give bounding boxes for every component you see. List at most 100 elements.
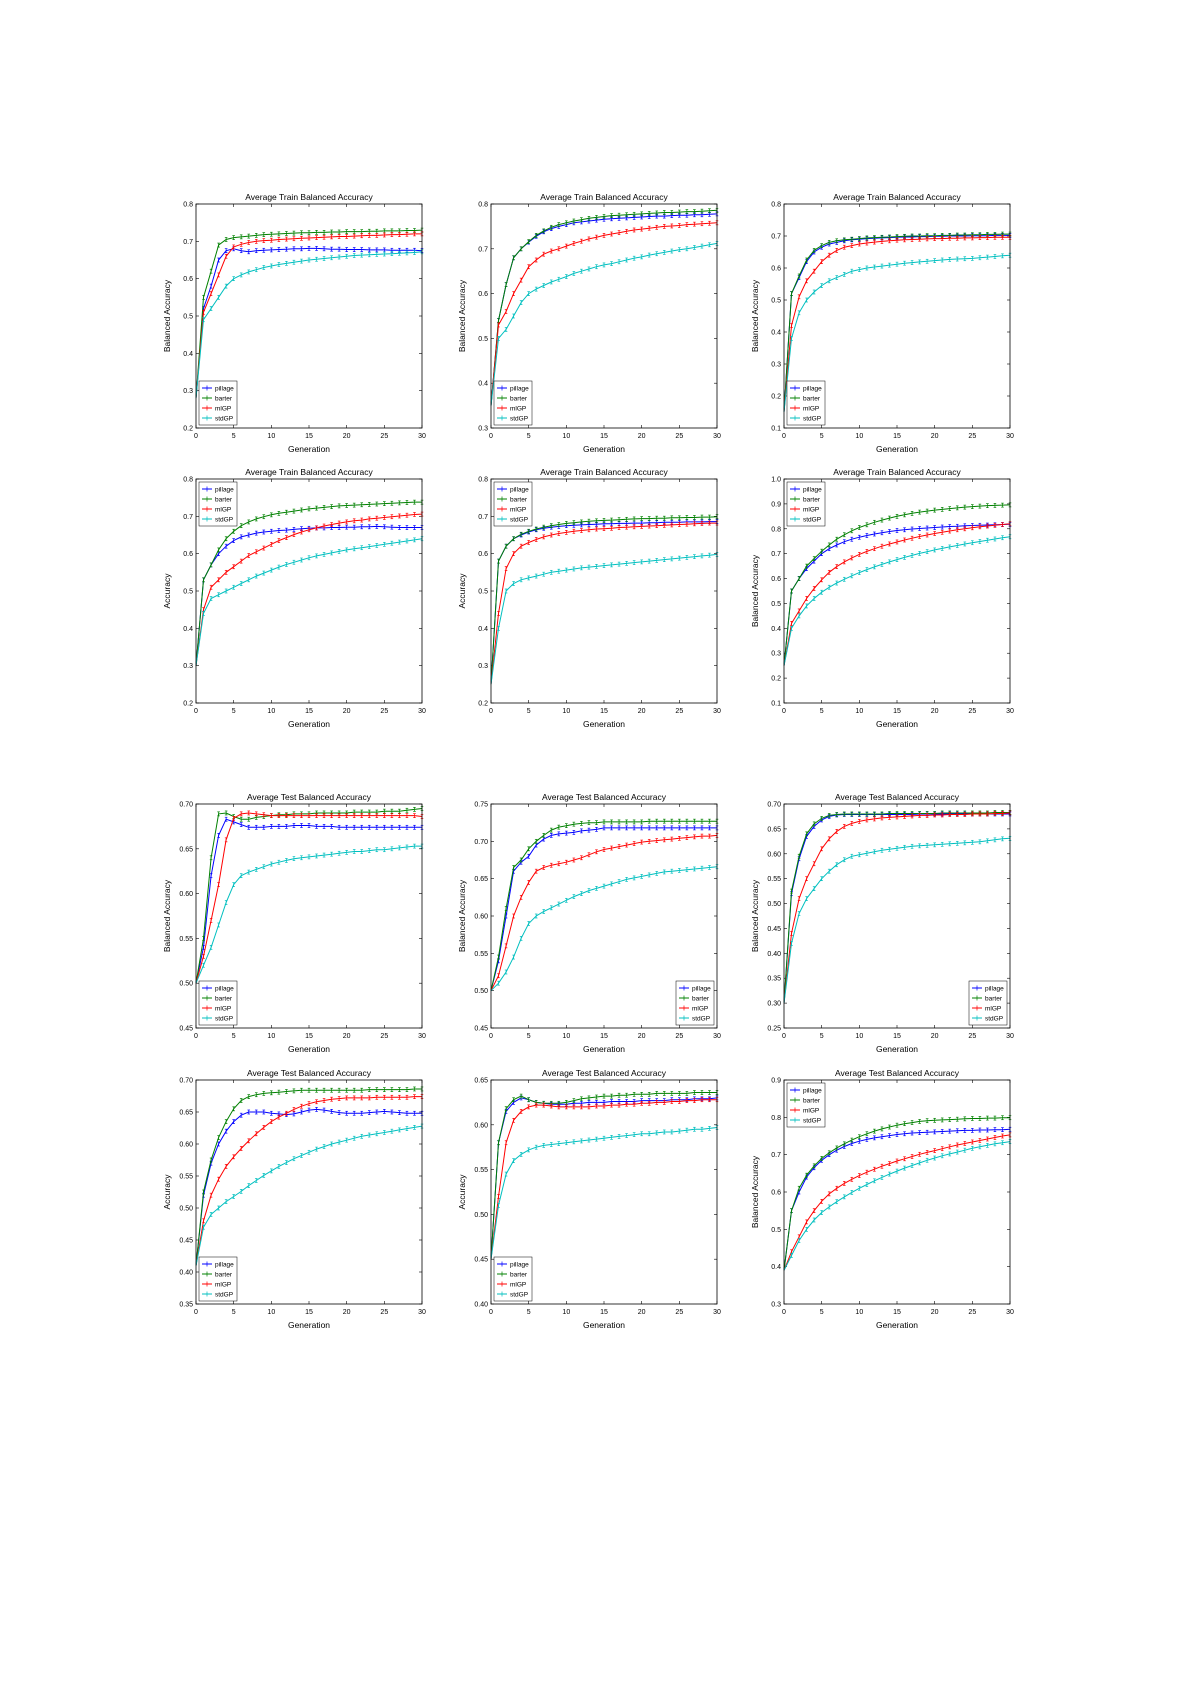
chart-title: Average Test Balanced Accuracy (835, 1068, 960, 1078)
x-tick-label: 0 (194, 708, 198, 715)
y-tick-label: 0.45 (474, 1026, 488, 1033)
y-tick-label: 0.65 (767, 826, 781, 833)
x-axis-label: Generation (876, 1044, 918, 1054)
legend-label: stdGP (510, 516, 528, 523)
legend-label: mlGP (510, 506, 526, 513)
y-tick-label: 0.50 (179, 981, 193, 988)
y-tick-label: 0.70 (767, 802, 781, 809)
y-axis-label: Accuracy (162, 573, 172, 609)
series-line-pillage (783, 1128, 1011, 1271)
legend-label: mlGP (215, 1005, 231, 1012)
y-tick-label: 0.6 (478, 291, 488, 298)
plot-frame (783, 803, 1011, 1029)
series-line-mlGP (195, 812, 423, 984)
y-tick-label: 0.55 (767, 876, 781, 883)
y-tick-label: 0.4 (478, 626, 488, 633)
y-tick-label: 0.5 (478, 589, 488, 596)
x-tick-label: 10 (562, 1309, 570, 1316)
x-tick-label: 25 (675, 1033, 683, 1040)
y-tick-label: 0.60 (474, 914, 488, 921)
x-tick-label: 15 (600, 708, 608, 715)
y-tick-label: 0.40 (474, 1302, 488, 1309)
x-tick-label: 15 (600, 433, 608, 440)
x-tick-label: 25 (968, 1309, 976, 1316)
x-tick-label: 30 (713, 433, 721, 440)
series-line-barter (490, 516, 718, 685)
line-chart: Average Train Balanced Accuracy Generatio… (750, 192, 1014, 454)
line-chart: Average Train Balanced Accuracy Generatio… (457, 467, 721, 729)
series-line-pillage (195, 1108, 422, 1266)
x-tick-label: 25 (968, 708, 976, 715)
y-tick-label: 0.35 (179, 1302, 193, 1309)
x-tick-label: 20 (638, 1309, 646, 1316)
y-tick-label: 0.6 (183, 276, 193, 283)
y-tick-label: 0.7 (771, 234, 781, 241)
y-tick-label: 0.50 (179, 1206, 193, 1213)
y-tick-label: 0.45 (179, 1026, 193, 1033)
plot-frame (195, 478, 423, 704)
x-axis-label: Generation (583, 1044, 625, 1054)
y-tick-label: 0.5 (478, 336, 488, 343)
x-tick-label: 30 (1006, 1309, 1014, 1316)
series-line-mlGP (490, 1099, 717, 1260)
legend: pillage barter mlGP stdGP (786, 380, 826, 426)
x-tick-label: 20 (931, 708, 939, 715)
y-tick-label: 0.55 (179, 1174, 193, 1181)
legend-label: mlGP (803, 506, 819, 513)
legend-label: barter (510, 395, 528, 402)
plot-frame (490, 203, 718, 429)
legend-label: stdGP (215, 1015, 233, 1022)
x-tick-label: 0 (489, 1033, 493, 1040)
legend-label: mlGP (692, 1005, 708, 1012)
y-axis-label: Balanced Accuracy (750, 279, 760, 352)
x-tick-label: 15 (600, 1309, 608, 1316)
y-tick-label: 0.6 (771, 1190, 781, 1197)
x-tick-label: 20 (931, 433, 939, 440)
legend-label: pillage (510, 486, 529, 493)
series-line-mlGP (195, 1096, 422, 1266)
y-tick-label: 0.7 (771, 1152, 781, 1159)
y-tick-label: 0.1 (771, 701, 781, 708)
y-tick-label: 0.75 (474, 802, 488, 809)
legend: pillage barter mlGP stdGP (675, 980, 715, 1026)
y-tick-label: 0.65 (179, 1110, 193, 1117)
y-tick-label: 0.70 (179, 1078, 193, 1085)
chart-title: Average Test Balanced Accuracy (542, 792, 667, 802)
line-chart: Average Test Balanced Accuracy Generation… (457, 1068, 721, 1330)
x-tick-label: 5 (527, 708, 531, 715)
y-tick-label: 0.60 (179, 891, 193, 898)
legend-label: stdGP (985, 1015, 1003, 1022)
x-tick-label: 25 (675, 1309, 683, 1316)
y-tick-label: 0.7 (478, 246, 488, 253)
x-tick-label: 0 (782, 708, 786, 715)
y-tick-label: 0.5 (771, 298, 781, 305)
legend-label: pillage (215, 486, 234, 493)
x-tick-label: 25 (968, 433, 976, 440)
x-tick-label: 30 (713, 1033, 721, 1040)
x-tick-label: 20 (343, 1309, 351, 1316)
y-tick-label: 0.3 (771, 362, 781, 369)
y-tick-label: 0.60 (179, 1142, 193, 1149)
legend-label: barter (692, 995, 710, 1002)
chart-title: Average Train Balanced Accuracy (833, 467, 961, 477)
chart-title: Average Train Balanced Accuracy (245, 192, 373, 202)
x-tick-label: 0 (489, 708, 493, 715)
legend-label: barter (215, 395, 233, 402)
x-tick-label: 5 (232, 1309, 236, 1316)
y-tick-label: 0.1 (771, 426, 781, 433)
y-tick-label: 0.3 (771, 651, 781, 658)
chart-title: Average Train Balanced Accuracy (540, 467, 668, 477)
y-axis-label: Balanced Accuracy (457, 279, 467, 352)
y-tick-label: 0.4 (771, 626, 781, 633)
y-tick-label: 0.9 (771, 1078, 781, 1085)
legend-label: barter (510, 1271, 528, 1278)
y-tick-label: 0.2 (771, 394, 781, 401)
y-tick-label: 0.50 (767, 901, 781, 908)
series-line-barter (490, 209, 718, 406)
plot-frame (490, 803, 718, 1029)
legend-label: barter (215, 496, 233, 503)
legend: pillage barter mlGP stdGP (198, 481, 238, 527)
y-tick-label: 0.5 (183, 314, 193, 321)
x-tick-label: 15 (600, 1033, 608, 1040)
series-line-stdGP (195, 1125, 423, 1266)
